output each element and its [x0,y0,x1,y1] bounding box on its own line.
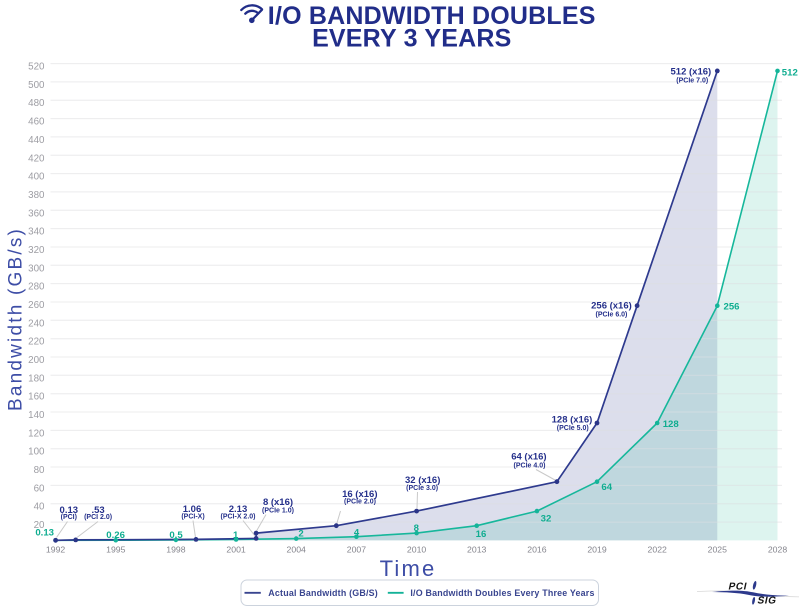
svg-text:420: 420 [28,153,45,164]
svg-text:260: 260 [28,300,45,311]
svg-text:(PCI): (PCI) [61,514,77,521]
svg-text:460: 460 [28,117,45,128]
svg-text:(PCIe 2.0): (PCIe 2.0) [344,499,376,506]
svg-text:40: 40 [34,502,45,513]
svg-text:20: 20 [34,520,45,531]
svg-text:SIG: SIG [756,596,777,607]
svg-text:2007: 2007 [347,544,366,554]
svg-text:64: 64 [601,482,612,493]
svg-text:0.13: 0.13 [35,528,54,539]
svg-text:500: 500 [28,80,45,91]
svg-text:512 (x16): 512 (x16) [671,67,712,78]
svg-text:32: 32 [541,513,552,524]
svg-text:80: 80 [34,465,45,476]
svg-text:128: 128 [663,419,680,430]
svg-text:Bandwidth (GB/s): Bandwidth (GB/s) [6,227,27,411]
svg-text:I/O Bandwidth Doubles Every Th: I/O Bandwidth Doubles Every Three Years [410,588,594,598]
svg-text:1998: 1998 [166,544,185,554]
svg-text:.53: .53 [91,505,104,516]
svg-text:280: 280 [28,282,45,293]
svg-text:128 (x16): 128 (x16) [552,415,593,426]
svg-text:(PCI 2.0): (PCI 2.0) [84,514,112,521]
svg-text:2013: 2013 [467,544,486,554]
svg-text:2019: 2019 [587,544,606,554]
svg-text:520: 520 [28,62,45,73]
svg-text:(PCIe 1.0): (PCIe 1.0) [262,507,294,514]
svg-text:360: 360 [28,208,45,219]
svg-text:2022: 2022 [648,544,667,554]
svg-text:1995: 1995 [106,544,125,554]
svg-text:64 (x16): 64 (x16) [511,452,546,463]
svg-text:380: 380 [28,190,45,201]
svg-text:60: 60 [34,483,45,494]
svg-text:440: 440 [28,135,45,146]
svg-text:240: 240 [28,318,45,329]
svg-text:1: 1 [233,530,239,541]
svg-text:480: 480 [28,98,45,109]
svg-text:2.13: 2.13 [229,504,248,515]
svg-text:0.13: 0.13 [60,505,79,516]
svg-text:PCI: PCI [727,581,748,592]
svg-text:100: 100 [28,447,45,458]
svg-text:(PCIe 5.0): (PCIe 5.0) [557,425,589,432]
svg-text:512: 512 [782,67,798,78]
svg-text:160: 160 [28,392,45,403]
svg-text:180: 180 [28,373,45,384]
svg-text:(PCI-X): (PCI-X) [181,514,204,521]
svg-text:2025: 2025 [708,544,727,554]
svg-text:400: 400 [28,172,45,183]
svg-text:16: 16 [476,529,487,540]
svg-text:(PCIe 3.0): (PCIe 3.0) [406,485,438,492]
svg-text:256 (x16): 256 (x16) [591,301,632,312]
svg-text:2: 2 [298,528,303,539]
svg-text:(PCI-X 2.0): (PCI-X 2.0) [220,514,255,521]
svg-text:120: 120 [28,428,45,439]
svg-text:0.26: 0.26 [106,530,125,541]
svg-text:4: 4 [354,527,360,538]
svg-text:32 (x16): 32 (x16) [405,475,440,486]
svg-text:340: 340 [28,227,45,238]
svg-text:1.06: 1.06 [183,504,202,515]
svg-text:2028: 2028 [768,544,787,554]
svg-text:2001: 2001 [226,544,245,554]
svg-text:(PCIe 7.0): (PCIe 7.0) [676,78,708,85]
svg-text:0.5: 0.5 [169,530,183,541]
svg-text:256: 256 [724,301,740,312]
svg-text:320: 320 [28,245,45,256]
svg-text:200: 200 [28,355,45,366]
svg-text:220: 220 [28,337,45,348]
svg-text:(PCIe 6.0): (PCIe 6.0) [595,312,627,319]
svg-text:2004: 2004 [287,544,306,554]
svg-text:I/O BANDWIDTH DOUBLES: I/O BANDWIDTH DOUBLES [268,2,596,30]
svg-text:Time: Time [380,556,437,581]
svg-text:EVERY 3 YEARS: EVERY 3 YEARS [312,24,511,52]
svg-text:Actual Bandwidth (GB/S): Actual Bandwidth (GB/S) [268,588,378,598]
svg-text:140: 140 [28,410,45,421]
svg-text:(PCIe 4.0): (PCIe 4.0) [514,463,546,470]
svg-text:16 (x16): 16 (x16) [342,489,377,500]
svg-text:8: 8 [414,523,420,534]
svg-text:2010: 2010 [407,544,426,554]
svg-text:2016: 2016 [527,544,546,554]
svg-text:300: 300 [28,263,45,274]
svg-text:8 (x16): 8 (x16) [263,497,293,508]
svg-text:1992: 1992 [46,544,65,554]
